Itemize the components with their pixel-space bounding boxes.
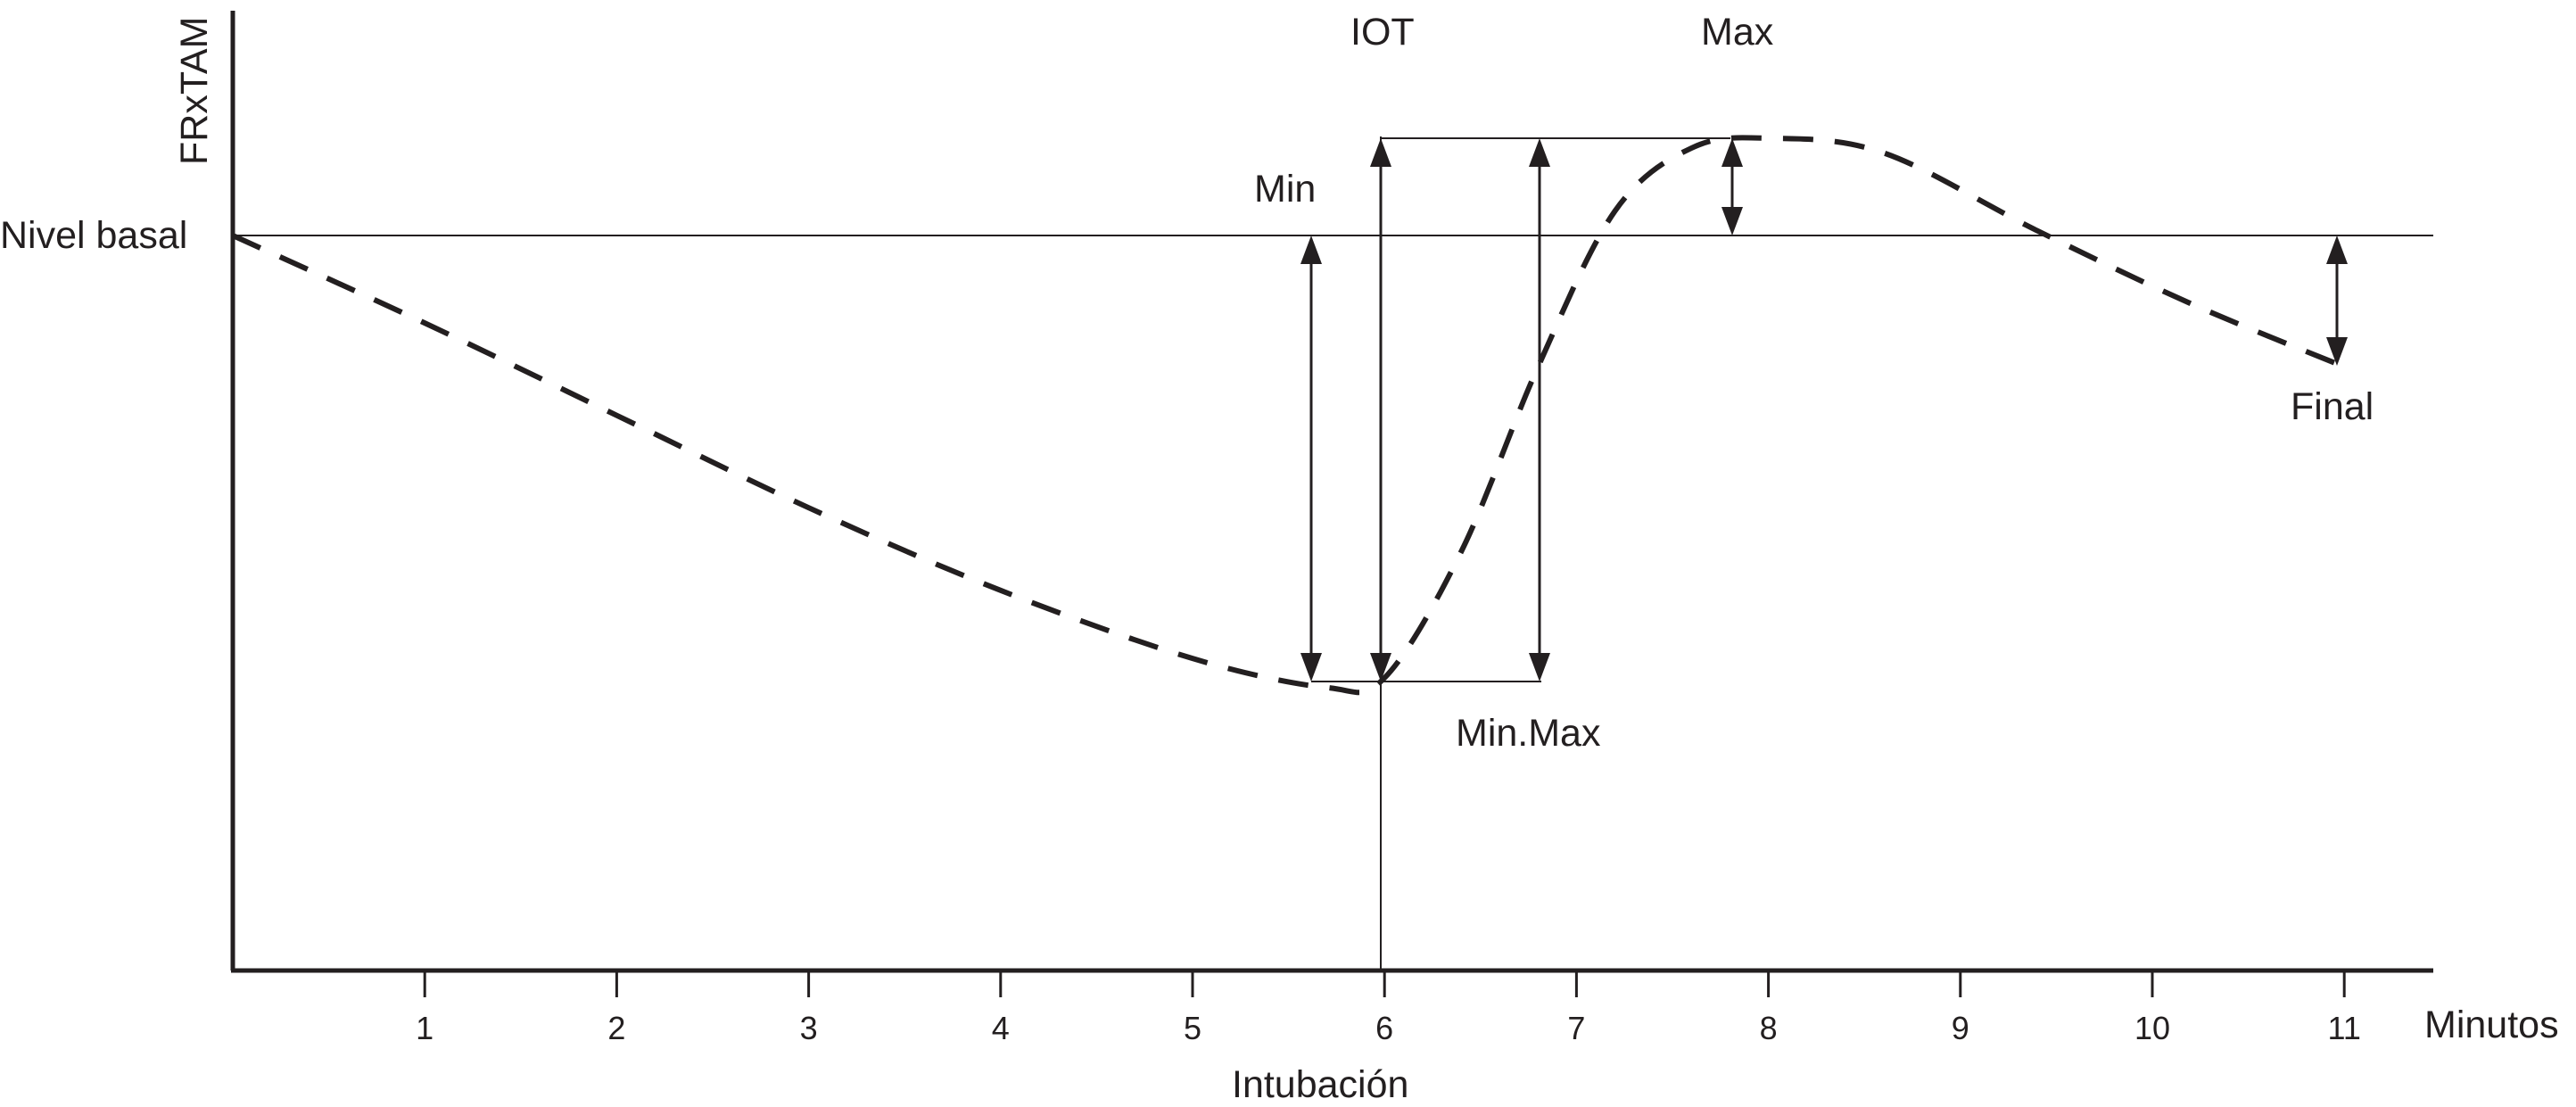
intubation-label: Intubación xyxy=(1232,1063,1408,1106)
max-arrow xyxy=(1721,138,1743,235)
final-label: Final xyxy=(2291,385,2374,428)
x-axis-ticks: 1 2 3 4 5 6 7 8 9 10 11 xyxy=(416,971,2361,1046)
x-tick-label: 6 xyxy=(1375,1010,1393,1046)
final-arrow xyxy=(2326,235,2348,366)
min-max-arrow xyxy=(1529,138,1550,682)
min-arrow xyxy=(1300,235,1322,682)
x-tick-label: 4 xyxy=(992,1010,1010,1046)
x-tick-label: 10 xyxy=(2134,1010,2170,1046)
response-curve xyxy=(231,135,2346,696)
x-axis-label: Minutos xyxy=(2424,1004,2559,1046)
x-tick-label: 7 xyxy=(1567,1010,1585,1046)
x-tick-label: 8 xyxy=(1760,1010,1778,1046)
min-max-label: Min.Max xyxy=(1456,712,1601,755)
iot-label: IOT xyxy=(1350,11,1415,54)
x-tick-label: 5 xyxy=(1184,1010,1201,1046)
x-tick-label: 11 xyxy=(2328,1010,2361,1046)
baseline-label: Nivel basal xyxy=(0,214,187,257)
max-label: Max xyxy=(1701,11,1774,54)
iot-arrow xyxy=(1370,138,1391,682)
min-label: Min xyxy=(1254,168,1316,211)
x-tick-label: 9 xyxy=(1952,1010,1969,1046)
x-tick-label: 2 xyxy=(607,1010,625,1046)
y-axis-label: FRxTAM xyxy=(173,17,216,165)
x-tick-label: 3 xyxy=(800,1010,818,1046)
x-tick-label: 1 xyxy=(416,1010,433,1046)
